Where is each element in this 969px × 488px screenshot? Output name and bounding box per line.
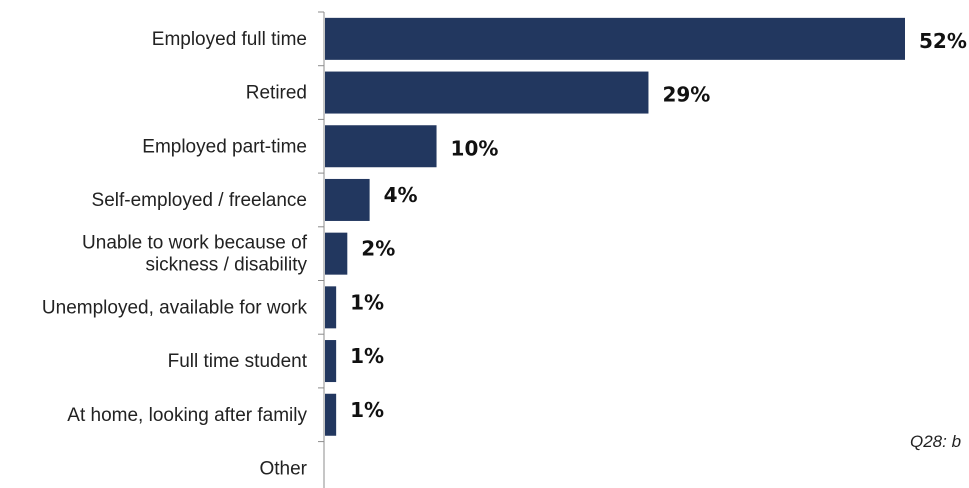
bars [325,17,905,436]
category-label: Unable to work because of sickness / disa… [82,233,308,276]
question-note: Q28: b [910,432,961,451]
value-label: 29% [662,83,710,107]
bar [325,340,337,383]
category-label: Employed full time [152,29,307,50]
bar [325,286,337,329]
category-label: Self-employed / freelance [92,190,307,211]
value-label: 10% [451,136,499,160]
bar [325,71,649,114]
value-label: 4% [384,183,418,207]
category-label: Employed part-time [142,136,307,157]
category-labels: Employed full time Retired Employed part-t… [42,29,308,480]
bar [325,125,437,168]
value-label: 1% [350,290,384,314]
bar [325,393,337,436]
category-label: Retired [246,83,307,104]
category-label: Full time student [168,351,308,372]
category-label: At home, looking after family [67,405,307,426]
chart-axis [318,11,325,488]
value-labels: 52% 29% 10% 4% 2% 1% 1% 1% [350,29,967,422]
category-label: Unemployed, available for work [42,297,308,318]
bar [325,17,905,60]
category-label: Other [259,458,307,479]
value-label: 1% [350,398,384,422]
value-label: 2% [361,237,395,261]
bar [325,232,348,275]
bar [325,178,370,221]
value-label: 1% [350,344,384,368]
value-label: 52% [919,29,967,53]
